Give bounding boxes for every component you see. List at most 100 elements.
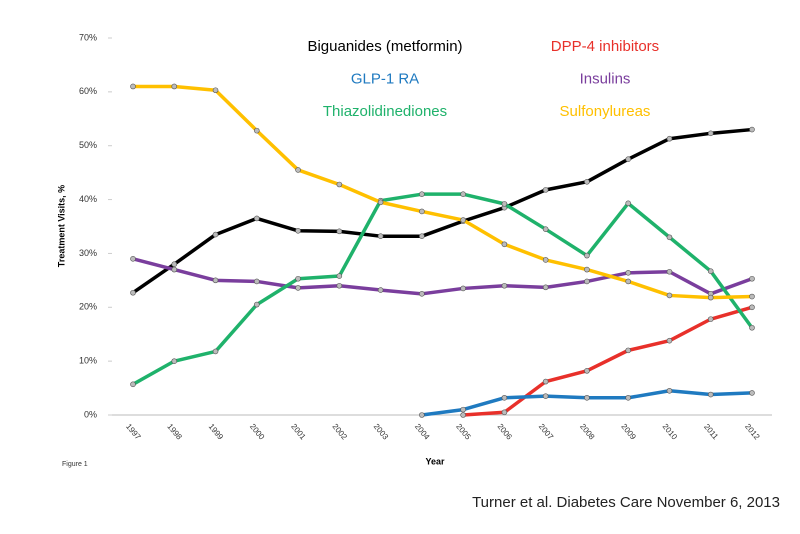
data-point	[253, 301, 260, 308]
data-point	[542, 257, 549, 263]
data-point	[295, 285, 301, 291]
data-point	[542, 378, 549, 385]
data-point	[419, 412, 425, 418]
x-tick-label: 2004	[413, 422, 432, 442]
data-point	[336, 228, 343, 235]
legend-label: DPP-4 inhibitors	[551, 38, 659, 55]
data-point	[171, 358, 178, 364]
y-tick-label: 60%	[79, 86, 97, 96]
data-point	[460, 217, 466, 223]
data-point	[253, 278, 260, 285]
data-point	[501, 201, 508, 207]
legend-label: Biguanides (metformin)	[307, 38, 462, 55]
x-tick-label: 2010	[661, 422, 680, 442]
data-point	[460, 406, 466, 413]
data-point	[542, 226, 549, 232]
data-point	[253, 215, 260, 222]
x-tick-label: 2001	[289, 422, 308, 442]
data-point	[584, 278, 590, 285]
data-point	[419, 233, 425, 239]
data-point	[707, 294, 714, 301]
data-point	[460, 412, 466, 418]
data-point	[749, 390, 755, 396]
data-point	[171, 266, 178, 273]
legend-label: GLP-1 RA	[351, 70, 419, 87]
data-point	[130, 256, 136, 262]
data-point	[749, 324, 755, 331]
y-tick-label: 20%	[79, 302, 97, 312]
data-point	[501, 394, 508, 401]
data-point	[377, 233, 384, 239]
x-tick-label: 2011	[702, 422, 720, 441]
series-line	[421, 389, 753, 417]
data-point	[336, 273, 343, 279]
data-point	[336, 282, 343, 289]
data-point	[625, 270, 632, 276]
legend-label: Thiazolidinediones	[323, 103, 447, 120]
data-point	[171, 261, 178, 268]
x-tick-label: 2002	[330, 422, 349, 442]
data-point	[130, 83, 136, 90]
data-point	[377, 199, 384, 206]
data-point	[542, 393, 549, 399]
data-point	[377, 287, 384, 293]
data-point	[666, 292, 673, 299]
data-point	[460, 285, 466, 292]
y-tick-label: 10%	[79, 356, 97, 366]
data-point	[625, 200, 632, 207]
x-tick-label: 2012	[743, 422, 762, 442]
series-line	[463, 305, 753, 417]
x-tick-label: 2000	[248, 422, 267, 442]
data-point	[707, 130, 714, 137]
data-point	[707, 268, 714, 275]
data-point	[171, 83, 178, 90]
x-tick-label: 2005	[454, 422, 473, 442]
data-point	[419, 208, 425, 215]
data-point	[584, 252, 590, 259]
data-point	[336, 181, 343, 188]
data-point	[666, 234, 673, 241]
data-point	[584, 266, 590, 273]
data-point	[253, 127, 260, 134]
x-tick-label: 2003	[372, 422, 391, 442]
data-point	[666, 337, 673, 344]
data-point	[625, 156, 632, 162]
data-point	[295, 167, 301, 173]
x-tick-label: 2009	[619, 422, 638, 442]
source: Turner et al. Diabetes Care November 6, …	[472, 494, 780, 511]
data-point	[501, 282, 508, 289]
data-point	[501, 409, 508, 416]
data-point	[666, 387, 673, 394]
data-point	[749, 275, 755, 282]
data-point	[295, 275, 301, 282]
data-point	[212, 348, 219, 355]
data-point	[625, 347, 632, 354]
data-point	[584, 368, 590, 374]
series-line	[133, 84, 753, 300]
data-point	[212, 231, 219, 238]
data-point	[419, 191, 425, 197]
legend-label: Insulins	[580, 70, 631, 87]
data-point	[130, 381, 136, 388]
data-point	[130, 289, 136, 296]
x-tick-label: 1999	[207, 422, 226, 442]
data-point	[749, 293, 755, 300]
data-point	[666, 135, 673, 142]
x-tick-label: 2007	[537, 422, 556, 442]
data-point	[501, 241, 508, 248]
data-point	[295, 228, 301, 234]
series-line	[132, 127, 753, 295]
data-point	[542, 187, 549, 193]
x-tick-label: 1998	[165, 422, 184, 442]
data-point	[460, 191, 466, 197]
data-point	[625, 394, 632, 401]
data-point	[212, 277, 219, 284]
y-tick-label: 0%	[84, 409, 97, 419]
x-tick-label: 2008	[578, 422, 597, 442]
series-line	[132, 257, 753, 296]
legend-label: Sulfonylureas	[560, 103, 651, 120]
data-point	[584, 178, 590, 185]
x-axis-label: Year	[425, 456, 445, 466]
data-point	[707, 316, 714, 322]
